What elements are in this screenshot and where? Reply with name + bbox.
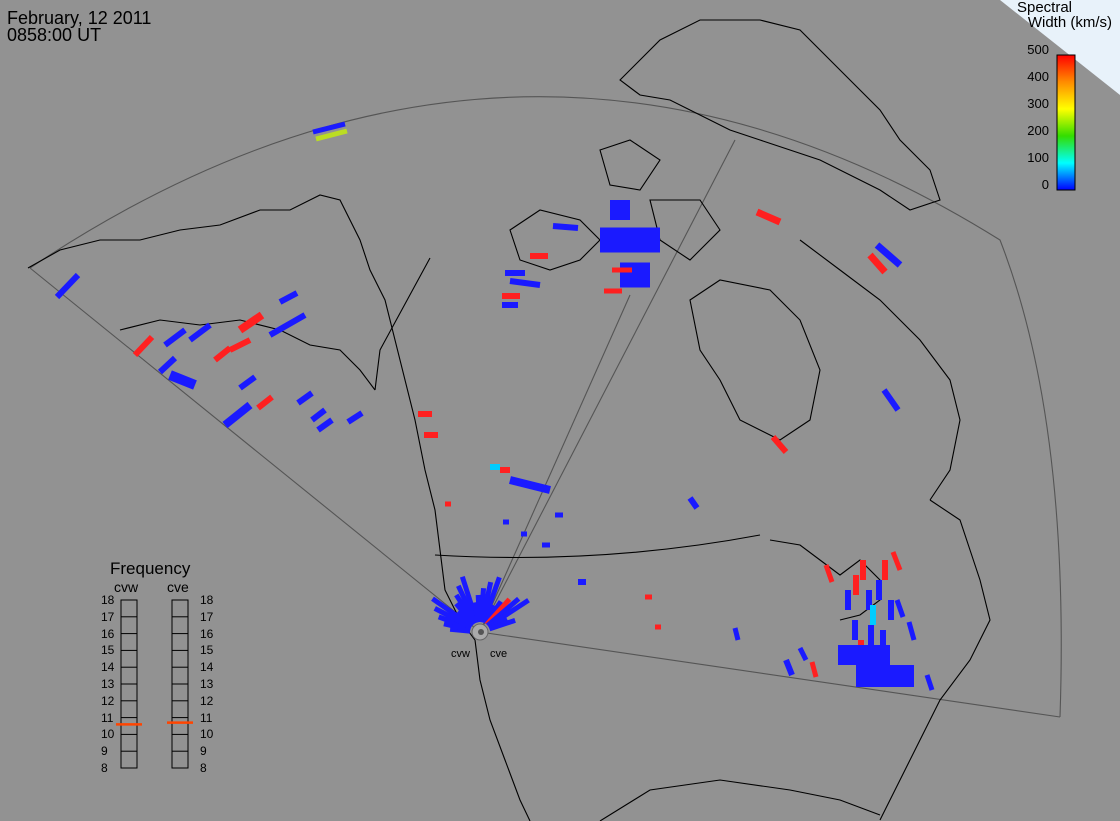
freq-tick-label-cve: 17 bbox=[200, 609, 214, 624]
freq-tick-label-cve: 13 bbox=[200, 677, 214, 691]
echo-cell bbox=[870, 605, 876, 625]
colorbar-tick: 100 bbox=[1027, 150, 1049, 165]
field-of-view bbox=[29, 96, 1062, 718]
colorbar-tick: 400 bbox=[1027, 69, 1049, 84]
freq-tick-label-cve: 11 bbox=[200, 710, 213, 725]
colorbar-tick: 500 bbox=[1027, 42, 1049, 57]
colorbar-tick: 200 bbox=[1027, 123, 1049, 138]
echo-cell bbox=[268, 312, 307, 338]
echo-cell bbox=[509, 278, 541, 288]
freq-tick-label-cve: 9 bbox=[200, 744, 207, 759]
echo-cell bbox=[867, 252, 888, 275]
colorbar-scale bbox=[1056, 54, 1076, 191]
echo-cell bbox=[732, 627, 741, 641]
freq-tick-label-cvw: 14 bbox=[101, 660, 115, 675]
freq-tick-lines bbox=[121, 599, 188, 769]
echo-cell bbox=[163, 327, 187, 348]
site-label-cve: cve bbox=[490, 648, 508, 660]
freq-tick-label-cvw: 18 bbox=[101, 593, 115, 607]
echo-cell bbox=[890, 551, 903, 571]
freq-tick-label-cvw: 15 bbox=[101, 643, 115, 658]
echo-cell bbox=[296, 390, 314, 406]
freq-tick-label-cve: 14 bbox=[200, 660, 214, 675]
echo-cell bbox=[874, 242, 903, 268]
echo-cell bbox=[346, 410, 364, 425]
freq-tick-label-cvw: 17 bbox=[101, 609, 115, 624]
echo-cell bbox=[509, 476, 551, 494]
echo-cell bbox=[853, 575, 859, 595]
freq-tick-label-cve: 10 bbox=[200, 727, 214, 742]
echo-cell bbox=[868, 625, 874, 645]
freq-tick-label-cve: 16 bbox=[200, 626, 214, 641]
colorbar-tick: 0 bbox=[1041, 177, 1049, 192]
echo-cell bbox=[783, 658, 795, 677]
echo-cell bbox=[552, 223, 579, 231]
echo-cell bbox=[856, 665, 914, 687]
freq-tick-label-cvw: 10 bbox=[101, 727, 115, 742]
date-label: February, 12 2011 bbox=[7, 8, 152, 28]
echo-cell bbox=[213, 345, 232, 363]
echo-cell bbox=[888, 600, 894, 620]
echo-cell bbox=[882, 560, 888, 580]
echo-cell bbox=[132, 334, 155, 358]
echo-cell bbox=[256, 394, 274, 411]
frequency-title: Frequency bbox=[110, 559, 191, 578]
echo-cell bbox=[157, 355, 178, 375]
echo-cell bbox=[278, 290, 299, 305]
echo-cell bbox=[823, 564, 835, 583]
freq-radar-label-cvw: cvw bbox=[114, 579, 139, 595]
echo-cell bbox=[188, 322, 212, 343]
land-outlines bbox=[27, 19, 991, 821]
echo-cell bbox=[809, 661, 819, 678]
freq-tick-label-cvw: 8 bbox=[101, 761, 108, 775]
freq-tick-label-cve: 12 bbox=[200, 693, 214, 708]
echo-cell bbox=[228, 337, 252, 353]
colorbar-tick: 300 bbox=[1027, 96, 1049, 111]
echo-cell bbox=[315, 128, 348, 142]
echo-cell bbox=[866, 590, 872, 610]
echo-cell bbox=[876, 580, 882, 600]
echo-cell bbox=[770, 435, 789, 454]
freq-tick-label-cvw: 11 bbox=[101, 710, 114, 725]
site-label-cvw: cvw bbox=[451, 648, 470, 660]
echo-cell bbox=[310, 407, 327, 423]
freq-tick-label-cve: 8 bbox=[200, 761, 207, 775]
echo-cell bbox=[860, 560, 866, 580]
colorbar-title-line2: Width (km/s) bbox=[1027, 14, 1112, 31]
freq-tick-label-cvw: 16 bbox=[101, 626, 115, 641]
echo-cell bbox=[168, 370, 197, 390]
echo-cell bbox=[222, 401, 253, 429]
freq-tick-label-cvw: 9 bbox=[101, 744, 108, 759]
freq-tick-label-cvw: 12 bbox=[101, 693, 115, 708]
echo-cell bbox=[852, 620, 858, 640]
freq-tick-label-cve: 18 bbox=[200, 593, 214, 607]
echo-cell bbox=[316, 417, 334, 433]
echo-cell bbox=[880, 630, 886, 650]
radar-echo-cells bbox=[54, 121, 935, 691]
echo-cell bbox=[838, 645, 890, 665]
echo-cell bbox=[924, 674, 935, 691]
corner-patch bbox=[1000, 0, 1120, 95]
echo-cell bbox=[881, 388, 901, 412]
freq-tick-label-cve: 15 bbox=[200, 643, 214, 658]
echo-cell bbox=[54, 272, 81, 300]
echo-cell bbox=[755, 208, 782, 226]
echo-cell bbox=[797, 646, 809, 662]
echo-cell bbox=[237, 311, 265, 334]
echo-cell bbox=[312, 121, 346, 135]
echo-cell bbox=[687, 496, 700, 510]
freq-radar-label-cve: cve bbox=[167, 579, 189, 595]
colorbar-title-line1: Spectral bbox=[1016, 0, 1072, 16]
echo-cell bbox=[906, 621, 917, 641]
time-label: 0858:00 UT bbox=[7, 25, 102, 45]
echo-cell bbox=[488, 617, 516, 632]
echo-cell bbox=[845, 590, 851, 610]
freq-tick-label-cvw: 13 bbox=[101, 677, 115, 691]
echo-cell bbox=[894, 599, 906, 618]
echo-cell bbox=[238, 374, 257, 391]
radar-site-center bbox=[478, 629, 484, 635]
